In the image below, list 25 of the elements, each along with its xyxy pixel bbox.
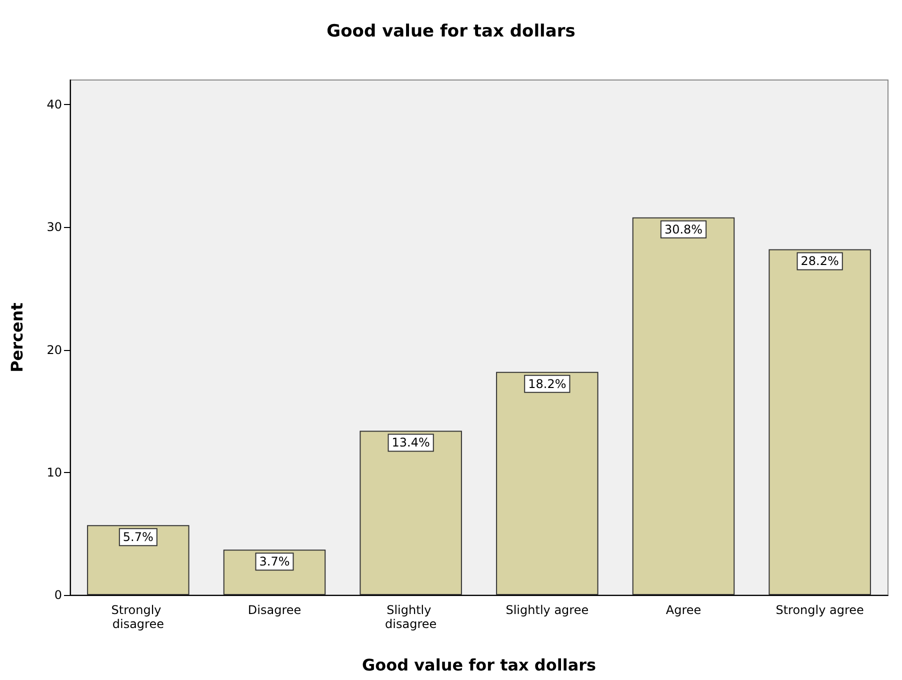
data-label: 13.4%	[392, 436, 430, 450]
data-label: 5.7%	[122, 530, 154, 544]
y-tick-label: 30	[46, 220, 62, 234]
chart-title: Good value for tax dollars	[326, 22, 576, 42]
data-label: 3.7%	[259, 554, 290, 569]
data-label: 18.2%	[528, 376, 566, 391]
x-axis-title: Good value for tax dollars	[362, 656, 596, 674]
x-tick-label: Disagree	[248, 603, 302, 617]
x-tick-label: Slightly disagree	[385, 603, 437, 631]
y-tick-label: 40	[46, 98, 62, 112]
data-label: 30.8%	[664, 222, 703, 236]
y-tick-label: 10	[46, 465, 62, 480]
bar	[360, 430, 462, 595]
x-tick-label: Strongly disagree	[111, 603, 166, 631]
y-tick-label: 20	[46, 342, 62, 357]
y-axis-title: Percent	[8, 302, 26, 372]
x-tick-label: Agree	[666, 603, 702, 617]
bar	[632, 217, 735, 595]
data-label: 28.2%	[800, 254, 839, 268]
bar	[87, 525, 190, 595]
y-tick-label: 0	[54, 588, 62, 602]
x-tick-label: Strongly agree	[776, 603, 864, 617]
x-tick-label: Slightly agree	[506, 603, 589, 617]
bar	[768, 249, 871, 595]
bar	[496, 372, 598, 595]
